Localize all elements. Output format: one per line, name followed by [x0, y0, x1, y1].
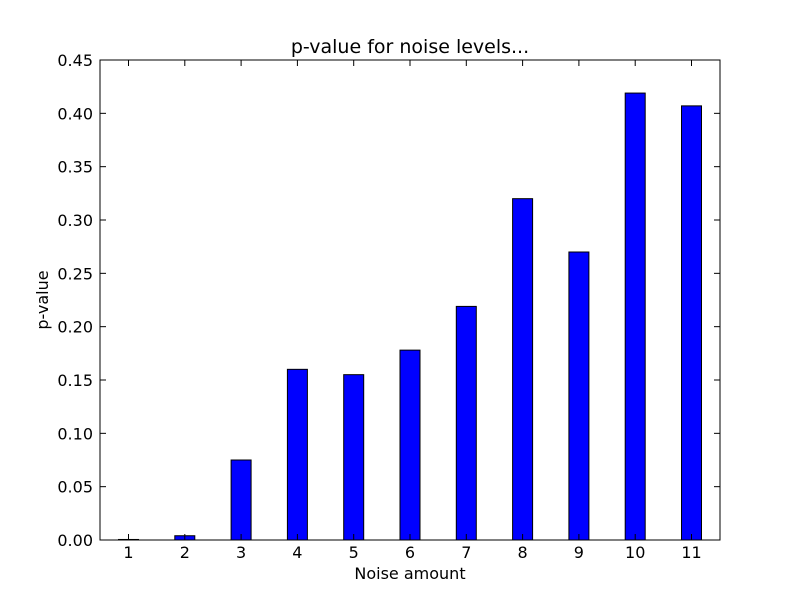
bar-11 [681, 105, 702, 541]
ticks-group: 1 2 3 4 5 6 7 8 9 10 11 0.00 0.05 0.10 0.15 0.20 0.25 0.3… [57, 51, 720, 562]
y-tick-label: 0.40 [57, 104, 93, 123]
bar-5 [343, 374, 365, 541]
x-tick-label: 11 [681, 543, 701, 562]
y-tick-label: 0.05 [57, 478, 93, 497]
bar-6 [399, 349, 421, 541]
x-tick-label: 5 [349, 543, 359, 562]
bar-4 [286, 368, 308, 541]
bar-9 [568, 251, 590, 541]
x-axis-title: Noise amount [354, 564, 465, 583]
bar-7 [455, 305, 477, 541]
bar-3 [230, 459, 252, 541]
y-tick-label: 0.20 [57, 318, 93, 337]
x-tick-label: 1 [123, 543, 133, 562]
y-tick-label: 0.00 [57, 531, 93, 550]
x-tick-label: 2 [180, 543, 190, 562]
x-tick-label: 6 [405, 543, 415, 562]
x-tick-label: 9 [574, 543, 584, 562]
plot-frame [99, 59, 721, 541]
x-tick-label: 10 [625, 543, 645, 562]
y-tick-label: 0.15 [57, 371, 93, 390]
bar-8 [512, 198, 534, 541]
y-tick-label: 0.35 [57, 158, 93, 177]
x-tick-label: 3 [236, 543, 246, 562]
y-tick-label: 0.30 [57, 211, 93, 230]
y-tick-label: 0.10 [57, 424, 93, 443]
bars-group [118, 92, 702, 541]
x-tick-label: 7 [461, 543, 471, 562]
y-tick-label: 0.25 [57, 264, 93, 283]
chart-title: p-value for noise levels... [291, 36, 529, 58]
y-axis-title: p-value [33, 270, 52, 329]
bar-10 [624, 92, 646, 541]
y-tick-label: 0.45 [57, 51, 93, 70]
x-tick-label: 8 [518, 543, 528, 562]
x-tick-label: 4 [292, 543, 302, 562]
